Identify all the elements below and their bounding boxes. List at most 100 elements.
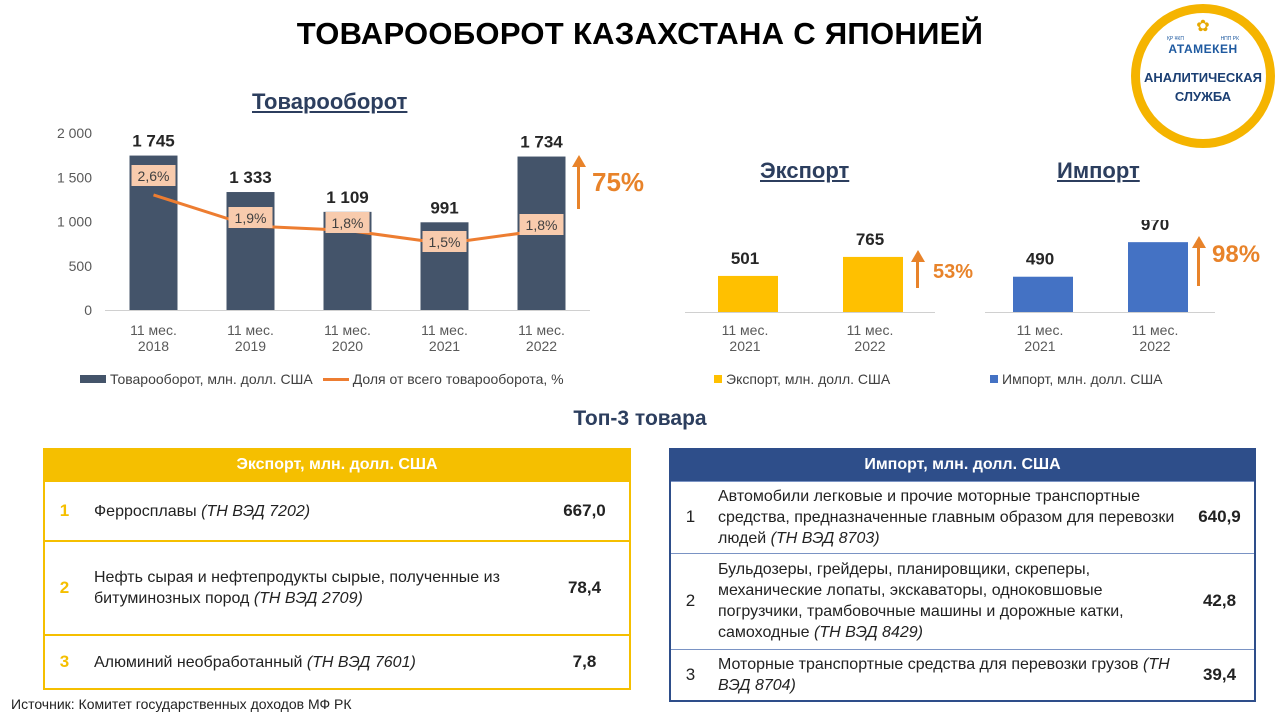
export-chart: 501 11 мес. 2021 765 11 мес. 2022 [685, 230, 935, 354]
export-growth: 53% [911, 250, 973, 288]
y-tick-label: 1 500 [57, 169, 92, 185]
product-code: (ТН ВЭД 8704) [718, 655, 1170, 694]
legend-export-label: Экспорт, млн. долл. США [726, 371, 891, 387]
export-growth-arrow-icon [911, 250, 925, 288]
export-table-header: Экспорт, млн. долл. США [44, 449, 630, 481]
product-value: 42,8 [1185, 552, 1255, 649]
source-note: Источник: Комитет государственных доходо… [11, 696, 352, 712]
table-row: 3 Алюминий необработанный (ТН ВЭД 7601) … [44, 634, 630, 689]
import-table-header: Импорт, млн. долл. США [670, 449, 1255, 481]
x-tick-label: 11 мес. 2020 [324, 322, 371, 354]
atameken-logo: ✿ ҚР ҰКП НПП РК АТАМЕКЕН АНАЛИТИЧЕСКАЯ С… [1131, 4, 1275, 148]
x-tick-label: 11 мес. 2022 [518, 322, 565, 354]
import-growth: 98% [1192, 236, 1260, 286]
turnover-legend: Товарооборот, млн. долл. США Доля от все… [80, 371, 564, 387]
turnover-value-label: 1 734 [520, 133, 563, 152]
product-code: (ТН ВЭД 2709) [253, 590, 363, 607]
x-tick-label: 11 мес. 2021 [722, 322, 769, 354]
legend-share-swatch [322, 377, 349, 381]
share-value-label: 1,5% [429, 234, 461, 250]
product-text: Бульдозеры, грейдеры, планировщики, скре… [718, 561, 1124, 641]
y-tick-label: 2 000 [57, 125, 92, 141]
product-code: (ТН ВЭД 8703) [770, 529, 880, 547]
table-row: 2 Нефть сырая и нефтепродукты сырые, пол… [44, 540, 630, 635]
row-number: 3 [670, 648, 710, 701]
turnover-chart-title: Товарооборот [252, 89, 408, 114]
export-top3-table: Экспорт, млн. долл. США 1 Ферросплавы (Т… [43, 448, 631, 690]
product-value: 78,4 [540, 540, 630, 635]
turnover-value-label: 1 745 [132, 132, 175, 151]
logo-small-caption: ҚР ҰКП НПП РК [1167, 36, 1239, 42]
logo-line-1: АНАЛИТИЧЕСКАЯ [1144, 70, 1262, 85]
product-code: (ТН ВЭД 7601) [306, 653, 416, 671]
turnover-growth-value: 75% [592, 166, 645, 197]
product-value: 7,8 [540, 634, 630, 689]
row-number: 1 [670, 480, 710, 553]
table-row: 1 Автомобили легковые и прочие моторные … [670, 480, 1255, 553]
legend-share-label: Доля от всего товарооборота, % [352, 371, 564, 387]
import-growth-value: 98% [1212, 241, 1261, 268]
bar [1013, 276, 1073, 312]
share-label-box [228, 207, 273, 228]
y-tick-label: 1 000 [57, 214, 92, 230]
bar-value-label: 765 [856, 230, 884, 249]
x-tick-label: 11 мес. 2022 [1132, 322, 1179, 354]
turnover-growth: 75% [572, 155, 644, 209]
product-name: Нефть сырая и нефтепродукты сырые, получ… [84, 540, 540, 635]
product-text: Ферросплавы [94, 502, 202, 520]
import-top3-table: Импорт, млн. долл. США 1 Автомобили легк… [669, 448, 1256, 702]
product-name: Моторные транспортные средства для перев… [710, 648, 1185, 701]
x-tick-label: 11 мес. 2021 [421, 322, 468, 354]
share-value-label: 2,6% [138, 168, 170, 184]
product-value: 640,9 [1185, 480, 1255, 553]
logo-line-2: СЛУЖБА [1174, 89, 1232, 104]
product-text: Автомобили легковые и прочие моторные тр… [718, 487, 1175, 547]
share-value-label: 1,8% [526, 217, 558, 233]
product-name: Бульдозеры, грейдеры, планировщики, скре… [710, 552, 1185, 649]
import-legend: Импорт, млн. долл. США [990, 371, 1163, 387]
y-tick-label: 0 [84, 302, 92, 318]
page-title: ТОВАРООБОРОТ КАЗАХСТАНА С ЯПОНИЕЙ [296, 16, 984, 51]
legend-import-swatch [990, 375, 998, 383]
bar-value-label: 501 [731, 249, 759, 268]
logo-ring [1131, 4, 1275, 148]
product-name: Автомобили легковые и прочие моторные тр… [710, 480, 1185, 553]
product-code: (ТН ВЭД 7202) [201, 502, 311, 520]
row-number: 3 [44, 634, 84, 689]
product-text: Алюминий необработанный [94, 653, 307, 671]
legend-turnover-label: Товарооборот, млн. долл. США [110, 371, 313, 387]
logo-name: АТАМЕКЕН [1168, 42, 1238, 56]
x-tick-label: 11 мес. 2021 [1017, 322, 1064, 354]
logo-small-right: НПП РК [1220, 36, 1239, 42]
product-code: (ТН ВЭД 8429) [814, 624, 923, 641]
bar [1128, 242, 1188, 312]
turnover-growth-arrow-icon [572, 155, 586, 209]
atameken-emblem-icon: ✿ [1196, 18, 1210, 35]
turnover-value-label: 1 109 [326, 188, 369, 207]
product-value: 667,0 [540, 480, 630, 541]
logo-small-left: ҚР ҰКП [1167, 36, 1184, 42]
row-number: 2 [44, 540, 84, 635]
turnover-chart: 2 000 1 500 1 000 500 0 1 745 11 мес. 2018 1 333… [57, 125, 590, 354]
share-label-box [422, 231, 467, 252]
x-tick-label: 11 мес. 2022 [847, 322, 894, 354]
bar-value-label: 490 [1026, 250, 1054, 269]
bar-value-label: 970 [1141, 220, 1169, 234]
table-row: 1 Ферросплавы (ТН ВЭД 7202) 667,0 [44, 480, 630, 541]
import-chart: 490 11 мес. 2021 970 11 мес. 2022 [985, 220, 1215, 354]
share-value-label: 1,9% [235, 210, 267, 226]
x-tick-label: 11 мес. 2019 [227, 322, 274, 354]
product-name: Ферросплавы (ТН ВЭД 7202) [84, 480, 540, 541]
export-chart-title: Экспорт [760, 158, 850, 183]
table-row: 2 Бульдозеры, грейдеры, планировщики, ск… [670, 552, 1255, 649]
share-label-box [519, 214, 564, 235]
import-growth-arrow-icon [1192, 236, 1206, 286]
product-text: Нефть сырая и нефтепродукты сырые, получ… [94, 569, 500, 607]
top3-title: Топ-3 товара [573, 407, 707, 430]
table-row: 3 Моторные транспортные средства для пер… [670, 648, 1255, 701]
turnover-value-label: 1 333 [229, 168, 272, 187]
x-tick-label: 11 мес. 2018 [130, 322, 177, 354]
legend-import-label: Импорт, млн. долл. США [1002, 371, 1163, 387]
export-legend: Экспорт, млн. долл. США [714, 371, 890, 387]
turnover-value-label: 991 [430, 198, 458, 217]
